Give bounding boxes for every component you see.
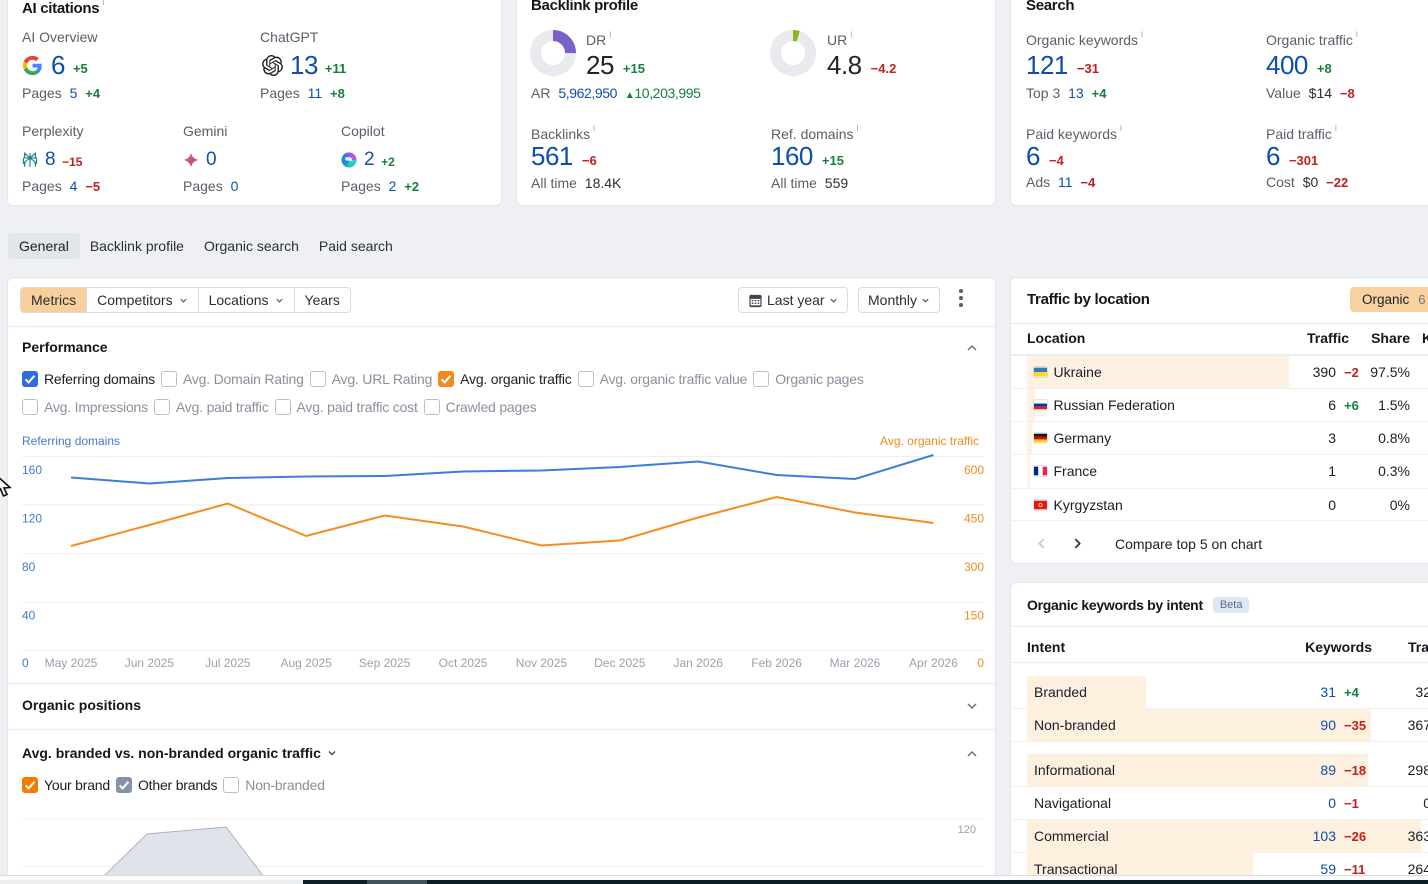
svg-text:600: 600 — [964, 463, 984, 477]
svg-text:80: 80 — [22, 560, 36, 574]
svg-text:Sep 2025: Sep 2025 — [359, 656, 411, 670]
svg-text:Feb 2026: Feb 2026 — [751, 656, 802, 670]
svg-text:450: 450 — [964, 512, 984, 526]
svg-text:Dec 2025: Dec 2025 — [594, 656, 646, 670]
svg-text:Mar 2026: Mar 2026 — [830, 656, 881, 670]
svg-text:0: 0 — [22, 656, 29, 670]
svg-text:Nov 2025: Nov 2025 — [516, 656, 568, 670]
svg-text:Apr 2026: Apr 2026 — [909, 656, 958, 670]
svg-text:May 2025: May 2025 — [45, 656, 98, 670]
svg-text:Jan 2026: Jan 2026 — [674, 656, 724, 670]
svg-text:Jul 2025: Jul 2025 — [205, 656, 251, 670]
svg-text:Oct 2025: Oct 2025 — [439, 656, 488, 670]
svg-text:120: 120 — [22, 512, 42, 526]
svg-text:0: 0 — [977, 656, 984, 670]
svg-text:40: 40 — [22, 609, 36, 623]
svg-text:Jun 2025: Jun 2025 — [125, 656, 175, 670]
svg-text:120: 120 — [958, 824, 976, 836]
svg-text:150: 150 — [964, 609, 984, 623]
svg-text:300: 300 — [964, 560, 984, 574]
svg-text:160: 160 — [22, 463, 42, 477]
svg-text:Aug 2025: Aug 2025 — [281, 656, 333, 670]
